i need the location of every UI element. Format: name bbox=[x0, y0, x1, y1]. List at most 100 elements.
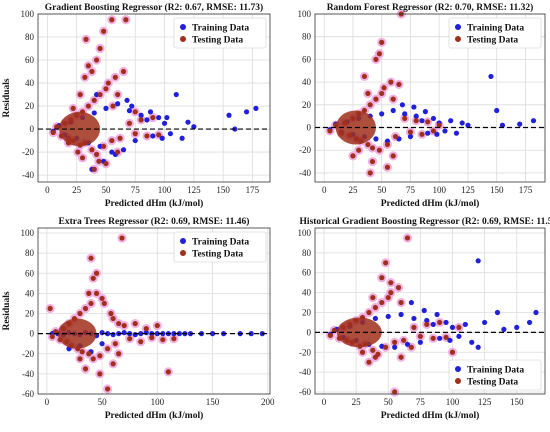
x-tick-label: 125 bbox=[478, 397, 492, 407]
testing-point bbox=[359, 349, 366, 355]
testing-point bbox=[395, 285, 402, 291]
legend-box bbox=[448, 359, 542, 391]
x-tick-label: 25 bbox=[72, 185, 82, 195]
testing-point bbox=[82, 74, 88, 80]
training-point bbox=[526, 319, 533, 326]
training-point bbox=[407, 133, 414, 140]
testing-point bbox=[401, 337, 407, 343]
testing-point bbox=[144, 133, 150, 139]
training-point bbox=[164, 114, 170, 121]
legend-box bbox=[173, 17, 267, 49]
testing-point bbox=[88, 300, 94, 307]
testing-point bbox=[110, 315, 116, 322]
panel-gradient-boosting: 0 25 50 75 100 125 150 175 -40 -20 0 20 40 60 80 100 Gra… bbox=[0, 0, 275, 213]
panel-hist-gradient-boosting: 0 25 50 75 100 125 150 -60 -40 -20 0 20 40 60 80 100 His… bbox=[275, 214, 550, 427]
testing-point bbox=[417, 333, 423, 339]
training-point bbox=[421, 307, 427, 314]
plot-frame bbox=[37, 13, 271, 183]
training-point bbox=[385, 313, 391, 320]
training-point bbox=[176, 331, 183, 337]
testing-point bbox=[110, 361, 116, 367]
testing-point bbox=[103, 86, 109, 92]
training-point bbox=[156, 114, 162, 121]
training-point bbox=[465, 122, 471, 128]
x-tick-label: 100 bbox=[446, 397, 460, 407]
training-point bbox=[373, 136, 379, 142]
dense-point-cluster bbox=[57, 318, 97, 349]
legend-marker-training bbox=[180, 238, 186, 244]
y-tick-label: -60 bbox=[22, 389, 34, 399]
training-point bbox=[129, 103, 135, 109]
testing-point bbox=[388, 79, 394, 85]
testing-point bbox=[77, 310, 83, 317]
chart-title: Gradient Boosting Regressor (R2: 0.67, R… bbox=[45, 2, 263, 13]
testing-point bbox=[132, 131, 138, 137]
testing-point bbox=[91, 97, 97, 103]
training-point bbox=[462, 321, 468, 328]
testing-point bbox=[138, 339, 144, 345]
testing-point bbox=[436, 122, 442, 128]
x-tick-label: 25 bbox=[348, 185, 358, 195]
training-point bbox=[248, 331, 254, 337]
testing-point bbox=[132, 109, 138, 115]
testing-point bbox=[86, 290, 92, 296]
training-point bbox=[430, 115, 437, 122]
testing-point bbox=[381, 85, 387, 91]
y-tick-label: -20 bbox=[22, 147, 34, 157]
testing-point bbox=[356, 147, 362, 153]
training-point bbox=[138, 112, 144, 118]
y-tick-label: -20 bbox=[22, 349, 34, 359]
y-tick-label: 20 bbox=[25, 309, 35, 319]
testing-point bbox=[119, 235, 125, 241]
x-tick-label: 75 bbox=[416, 397, 426, 407]
y-tick-label: -40 bbox=[299, 168, 311, 178]
testing-point bbox=[112, 74, 118, 80]
testing-point bbox=[79, 155, 86, 161]
testing-point bbox=[384, 164, 391, 170]
testing-point bbox=[85, 103, 91, 109]
y-axis-label: Residuals bbox=[2, 291, 12, 330]
training-point bbox=[154, 331, 160, 337]
training-point bbox=[411, 104, 417, 110]
y-tick-label: 40 bbox=[25, 288, 35, 298]
testing-point bbox=[121, 322, 127, 329]
testing-point bbox=[449, 349, 456, 355]
testing-point bbox=[49, 334, 55, 340]
testing-point bbox=[108, 310, 114, 317]
testing-point bbox=[93, 270, 100, 276]
testing-point bbox=[430, 128, 437, 134]
training-point bbox=[167, 131, 174, 137]
testing-point bbox=[154, 322, 160, 329]
y-tick-label: 0 bbox=[307, 123, 312, 133]
legend-marker-testing bbox=[455, 378, 461, 384]
testing-point bbox=[327, 332, 334, 338]
testing-point bbox=[367, 102, 373, 108]
testing-point bbox=[373, 56, 379, 63]
training-point bbox=[103, 105, 109, 111]
chart-title: Extra Trees Regressor (R2: 0.69, RMSE: 1… bbox=[59, 216, 250, 227]
testing-point bbox=[390, 96, 396, 102]
legend-label-testing: Testing Data bbox=[467, 378, 518, 388]
y-tick-label: 40 bbox=[25, 78, 35, 88]
y-tick-label: 0 bbox=[30, 124, 35, 134]
testing-point bbox=[126, 120, 132, 126]
testing-point bbox=[411, 324, 417, 331]
y-axis-label: Residuals bbox=[2, 78, 12, 117]
testing-point bbox=[392, 339, 398, 345]
training-point bbox=[419, 118, 425, 124]
y-tick-label: 80 bbox=[302, 248, 312, 258]
y-tick-label: 100 bbox=[21, 228, 35, 238]
testing-point bbox=[392, 389, 398, 395]
training-point bbox=[147, 109, 154, 115]
x-tick-label: 100 bbox=[158, 185, 172, 195]
training-point bbox=[99, 341, 105, 347]
x-tick-label: 50 bbox=[377, 185, 387, 195]
testing-point bbox=[384, 141, 391, 148]
legend-label-testing: Testing Data bbox=[467, 36, 518, 46]
training-point bbox=[533, 309, 539, 316]
testing-point bbox=[392, 133, 399, 140]
testing-point bbox=[149, 335, 155, 341]
x-tick-label: 150 bbox=[510, 397, 524, 407]
testing-point bbox=[89, 68, 95, 75]
testing-point bbox=[127, 336, 133, 342]
